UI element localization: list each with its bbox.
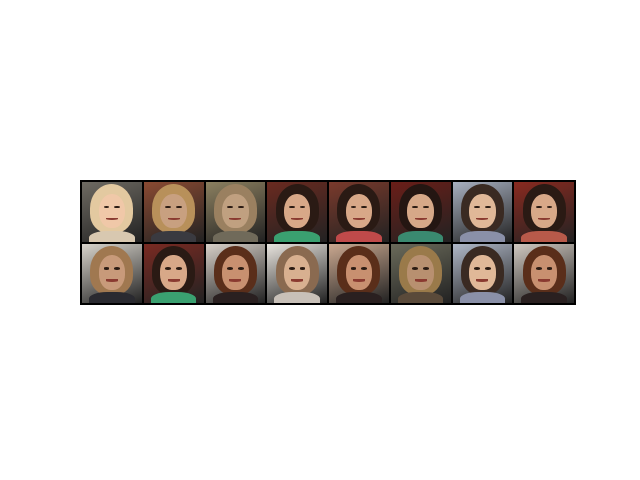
left-eye	[103, 267, 110, 270]
face-thumbnail-brown-hair-woman-3	[514, 243, 574, 303]
right-eye	[114, 205, 121, 209]
left-eye	[474, 205, 480, 209]
image-grid	[80, 180, 576, 305]
shoulders-shape	[274, 292, 320, 303]
shoulders-shape	[521, 292, 567, 303]
mouth	[476, 217, 489, 221]
face-shape	[530, 193, 558, 229]
shoulders-shape	[521, 230, 567, 242]
mouth	[538, 279, 551, 282]
right-eye	[237, 205, 244, 209]
face-shape	[345, 193, 372, 229]
right-eye	[299, 267, 306, 270]
face-thumbnail-dark-hair-woman-red	[390, 182, 451, 242]
face-shape	[160, 193, 187, 229]
shoulders-shape	[459, 292, 506, 303]
left-eye	[103, 205, 110, 209]
face-shape	[160, 255, 187, 290]
right-eye	[176, 205, 182, 209]
right-eye	[484, 205, 491, 209]
mouth	[476, 279, 489, 282]
face-shape	[345, 255, 372, 290]
face-thumbnail-blurry-woman-blonde	[390, 243, 451, 303]
shoulders-shape	[150, 230, 197, 242]
shoulders-shape	[150, 292, 197, 303]
face-shape	[407, 193, 434, 229]
mouth	[414, 279, 427, 282]
face-shape	[98, 193, 125, 229]
left-eye	[288, 267, 295, 270]
left-eye	[165, 267, 172, 270]
right-eye	[546, 267, 553, 270]
right-eye	[361, 205, 368, 209]
face-thumbnail-blonde-woman-smiling	[82, 182, 142, 242]
face-thumbnail-dark-hair-woman	[329, 182, 389, 242]
left-eye	[412, 205, 419, 209]
right-eye	[237, 267, 244, 270]
face-thumbnail-woman-headpiece	[452, 182, 513, 242]
face-thumbnail-short-hair-person	[267, 243, 327, 303]
face-thumbnail-woman-headpiece-2	[452, 243, 513, 303]
mouth	[229, 217, 242, 221]
left-eye	[165, 205, 172, 209]
shoulders-shape	[89, 292, 135, 303]
shoulders-shape	[336, 292, 382, 303]
shoulders-shape	[397, 292, 444, 303]
right-eye	[361, 267, 368, 270]
shoulders-shape	[89, 230, 135, 242]
mouth	[105, 217, 118, 221]
face-shape	[283, 193, 311, 229]
face-thumbnail-dark-hair-woman-red-bg	[514, 182, 574, 242]
mouth	[352, 217, 365, 221]
face-shape	[222, 255, 249, 290]
face-shape	[407, 255, 434, 290]
mouth	[352, 279, 365, 282]
face-shape	[283, 255, 311, 290]
right-eye	[546, 205, 553, 209]
face-thumbnail-brown-hair-woman	[205, 243, 266, 303]
mouth	[291, 279, 304, 282]
face-shape	[469, 255, 496, 290]
left-eye	[288, 205, 295, 209]
face-thumbnail-man-spiky-hair-2	[82, 243, 142, 303]
shoulders-shape	[397, 230, 444, 242]
left-eye	[227, 267, 233, 270]
face-thumbnail-blurry-man-outdoor	[205, 182, 266, 242]
left-eye	[535, 205, 542, 209]
mouth	[229, 279, 242, 282]
right-eye	[114, 267, 121, 270]
right-eye	[423, 267, 429, 270]
left-eye	[350, 267, 357, 270]
mouth	[167, 217, 180, 221]
face-shape	[98, 255, 125, 290]
shoulders-shape	[274, 230, 320, 242]
right-eye	[299, 205, 306, 209]
face-shape	[469, 193, 496, 229]
mouth	[414, 217, 427, 221]
left-eye	[350, 205, 357, 209]
left-eye	[227, 205, 233, 209]
face-thumbnail-dark-hair-woman-colorful-2	[143, 243, 204, 303]
mouth	[167, 279, 180, 282]
face-thumbnail-man-spiky-hair	[143, 182, 204, 242]
shoulders-shape	[212, 230, 259, 242]
right-eye	[423, 205, 429, 209]
mouth	[291, 217, 304, 221]
face-thumbnail-brown-hair-woman-2	[329, 243, 389, 303]
left-eye	[474, 267, 480, 270]
mouth	[538, 217, 551, 221]
shoulders-shape	[336, 230, 382, 242]
face-thumbnail-dark-hair-woman-colorful	[267, 182, 327, 242]
shoulders-shape	[212, 292, 259, 303]
mouth	[105, 279, 118, 282]
left-eye	[535, 267, 542, 270]
face-shape	[222, 193, 249, 229]
left-eye	[412, 267, 419, 270]
right-eye	[484, 267, 491, 270]
right-eye	[176, 267, 182, 270]
face-shape	[530, 255, 558, 290]
shoulders-shape	[459, 230, 506, 242]
